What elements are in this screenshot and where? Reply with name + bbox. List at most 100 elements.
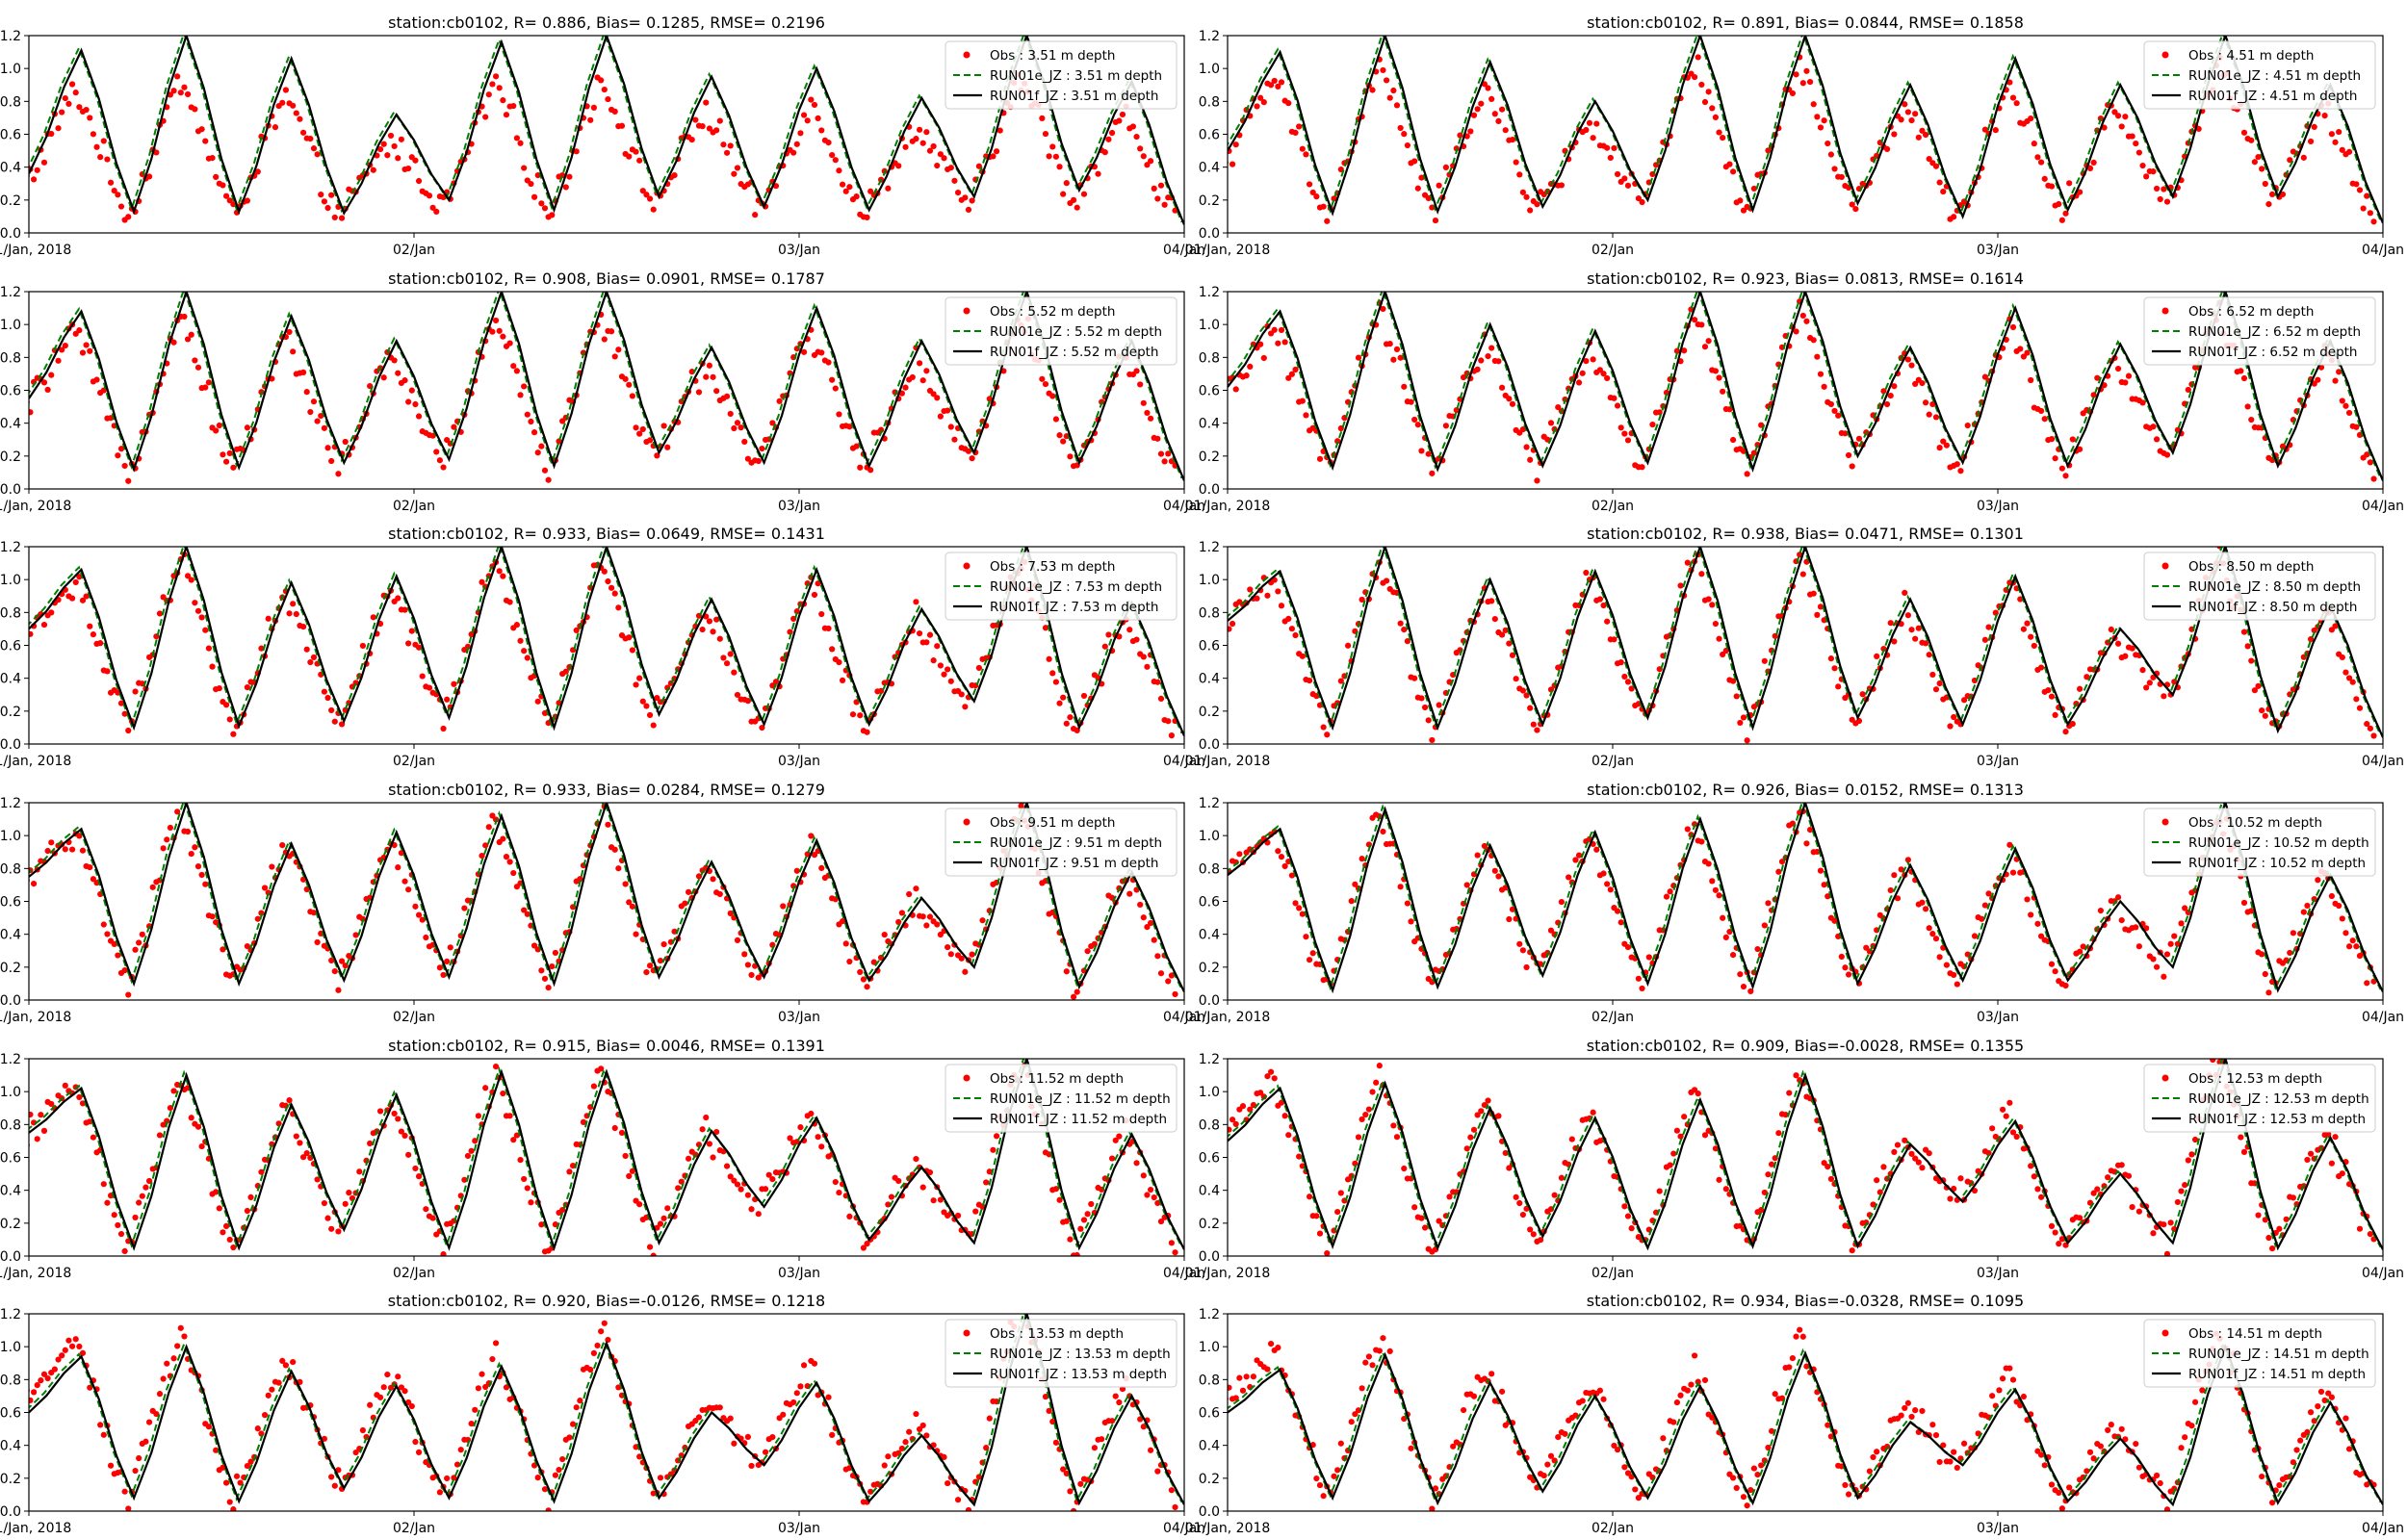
obs-point	[1502, 885, 1509, 891]
obs-point	[1397, 124, 1404, 132]
obs-point	[541, 1486, 549, 1493]
obs-point	[100, 1181, 107, 1188]
obs-point	[836, 411, 842, 418]
obs-point	[2080, 943, 2086, 950]
obs-point	[401, 1132, 408, 1139]
obs-point	[1586, 119, 1593, 126]
obs-point	[776, 398, 783, 404]
obs-point	[1271, 77, 1278, 85]
obs-point	[853, 443, 860, 449]
obs-point	[1365, 1353, 1372, 1360]
obs-point	[359, 642, 366, 650]
obs-point	[2069, 436, 2076, 443]
obs-point	[2006, 841, 2013, 848]
obs-point	[1537, 1237, 1544, 1244]
obs-point	[716, 635, 723, 642]
obs-point	[461, 905, 468, 911]
obs-point	[1154, 195, 1161, 202]
obs-point	[1926, 925, 1932, 932]
obs-point	[1316, 455, 1324, 462]
obs-point	[1996, 1387, 2003, 1394]
obs-point	[314, 1176, 321, 1183]
obs-point	[727, 1415, 734, 1422]
legend-entry: Obs : 11.52 m depth	[990, 1071, 1124, 1087]
obs-point	[440, 1251, 447, 1256]
obs-point	[1165, 718, 1172, 725]
obs-point	[962, 704, 969, 710]
obs-point	[79, 597, 87, 603]
obs-point	[825, 140, 832, 146]
obs-point	[832, 157, 839, 164]
y-tick-label: 0.4	[1199, 161, 1220, 176]
obs-point	[1470, 112, 1478, 118]
obs-point	[121, 966, 128, 974]
obs-point	[412, 400, 419, 408]
obs-point	[2143, 173, 2150, 180]
obs-point	[1729, 168, 1737, 175]
run01f-line	[29, 292, 1184, 481]
obs-point	[265, 615, 272, 622]
obs-point	[272, 124, 279, 131]
obs-point	[1126, 627, 1133, 633]
obs-point	[1144, 663, 1151, 670]
x-tick-label: 03/Jan	[1977, 243, 2019, 258]
obs-point	[62, 94, 68, 102]
obs-point	[1498, 384, 1506, 391]
obs-point	[2317, 1388, 2325, 1396]
obs-point	[1898, 866, 1904, 873]
obs-point	[1091, 1445, 1098, 1451]
obs-point	[849, 711, 857, 718]
obs-point	[1880, 645, 1887, 653]
obs-point	[1243, 1373, 1250, 1380]
x-tick-label: 01/Jan, 2018	[1185, 1266, 1271, 1281]
obs-point	[2122, 114, 2129, 120]
obs-point	[860, 976, 867, 983]
obs-point	[1397, 620, 1404, 627]
obs-point	[898, 910, 905, 916]
obs-point	[2276, 1225, 2283, 1232]
obs-point	[1509, 400, 1516, 407]
obs-point	[2349, 679, 2356, 685]
obs-point	[100, 921, 107, 928]
obs-point	[1572, 1412, 1579, 1419]
run01e-line	[29, 547, 1183, 734]
panel-title: station:cb0102, R= 0.934, Bias=-0.0328, …	[1587, 1292, 2024, 1310]
obs-point	[1940, 1442, 1947, 1449]
obs-point	[587, 1366, 594, 1373]
x-tick-label: 03/Jan	[778, 1521, 820, 1536]
obs-point	[1498, 1388, 1506, 1395]
obs-point	[1558, 899, 1565, 906]
obs-point	[1712, 886, 1719, 893]
obs-point	[1922, 906, 1929, 912]
obs-point	[639, 188, 646, 194]
obs-point	[1583, 569, 1590, 577]
obs-point	[937, 151, 944, 158]
obs-point	[2259, 166, 2265, 172]
obs-point	[356, 1168, 363, 1175]
obs-point	[685, 1155, 692, 1162]
obs-point	[1414, 422, 1421, 428]
obs-point	[731, 170, 738, 177]
obs-point	[79, 349, 87, 356]
obs-point	[1488, 345, 1495, 351]
obs-point	[503, 112, 510, 118]
obs-point	[335, 471, 342, 477]
obs-point	[1947, 1195, 1954, 1202]
obs-point	[633, 424, 639, 431]
obs-point	[566, 1168, 573, 1175]
obs-point	[895, 163, 902, 169]
obs-point	[1264, 1366, 1271, 1373]
obs-point	[2311, 380, 2317, 387]
obs-point	[2028, 633, 2034, 640]
obs-point	[818, 127, 825, 134]
obs-point	[2097, 1443, 2104, 1450]
obs-point	[566, 173, 573, 180]
x-tick-label: 02/Jan	[1592, 1521, 1634, 1536]
obs-point	[145, 1177, 153, 1185]
obs-point	[177, 90, 184, 96]
obs-point	[2244, 643, 2251, 650]
obs-point	[590, 1083, 597, 1090]
obs-point	[993, 1133, 1000, 1140]
obs-point	[68, 1343, 76, 1349]
obs-point	[569, 1162, 577, 1169]
